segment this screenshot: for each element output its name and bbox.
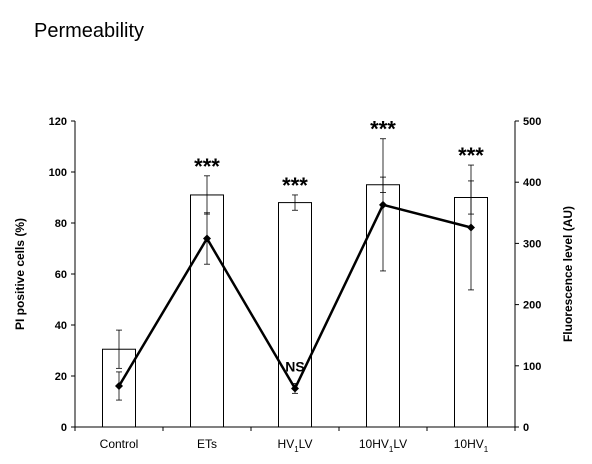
- left-tick-label: 60: [55, 269, 67, 281]
- line-point: [379, 200, 387, 209]
- significance-label: ***: [458, 143, 484, 168]
- page-title: Permeability: [34, 20, 145, 42]
- ns-label: NS: [285, 359, 304, 375]
- line-point: [203, 234, 211, 243]
- x-tick-label: HV1LV: [278, 437, 313, 454]
- x-tick-label: Control: [100, 437, 139, 451]
- left-tick-label: 100: [49, 167, 67, 179]
- significance-label: ***: [282, 173, 308, 198]
- right-tick-label: 200: [523, 300, 541, 312]
- left-tick-label: 40: [55, 320, 67, 332]
- right-tick-label: 400: [523, 177, 541, 189]
- right-tick-label: 500: [523, 116, 541, 128]
- line-point: [115, 381, 123, 390]
- x-tick-label: 10HV1: [454, 437, 489, 454]
- x-tick-label: ETs: [197, 437, 217, 451]
- right-tick-label: 100: [523, 361, 541, 373]
- left-tick-label: 0: [61, 422, 67, 434]
- y-axis-title-right: Fluorescence level (AU): [561, 206, 575, 342]
- x-tick-label: 10HV1LV: [359, 437, 407, 454]
- left-tick-label: 20: [55, 371, 67, 383]
- right-tick-label: 0: [523, 422, 529, 434]
- left-tick-label: 120: [49, 116, 67, 128]
- line-point: [291, 384, 299, 393]
- significance-label: ***: [194, 154, 220, 179]
- y-axis-title-left: PI positive cells (%): [13, 218, 27, 330]
- significance-label: ***: [370, 117, 396, 142]
- line-point: [467, 223, 475, 232]
- left-tick-label: 80: [55, 218, 67, 230]
- right-tick-label: 300: [523, 238, 541, 250]
